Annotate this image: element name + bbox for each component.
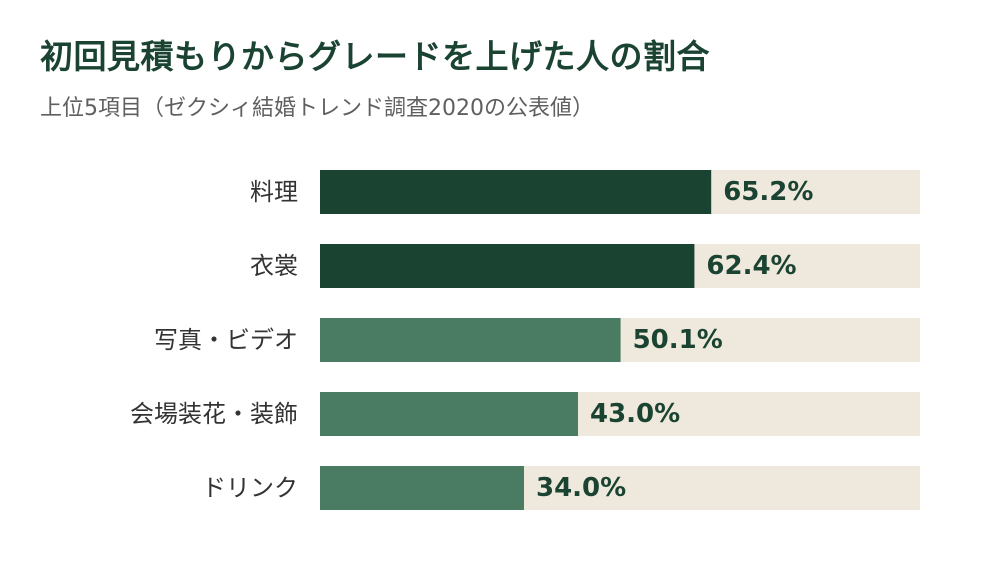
category-label: 写真・ビデオ [154,326,298,354]
category-label: 衣裳 [250,252,298,280]
value-label: 62.4% [706,251,796,281]
chart-title: 初回見積もりからグレードを上げた人の割合 [40,37,710,76]
category-label: ドリンク [202,474,298,502]
bar [320,392,578,436]
chart-subtitle: 上位5項目（ゼクシィ結婚トレンド調査2020の公表値） [40,96,594,121]
category-label: 会場装花・装飾 [130,400,298,428]
value-label: 43.0% [590,399,680,429]
bar [320,318,621,362]
value-label: 50.1% [633,325,723,355]
value-label: 65.2% [723,177,813,207]
bar [320,244,695,288]
value-label: 34.0% [536,473,626,503]
category-label: 料理 [250,178,298,206]
bar [320,170,712,214]
bar [320,466,524,510]
